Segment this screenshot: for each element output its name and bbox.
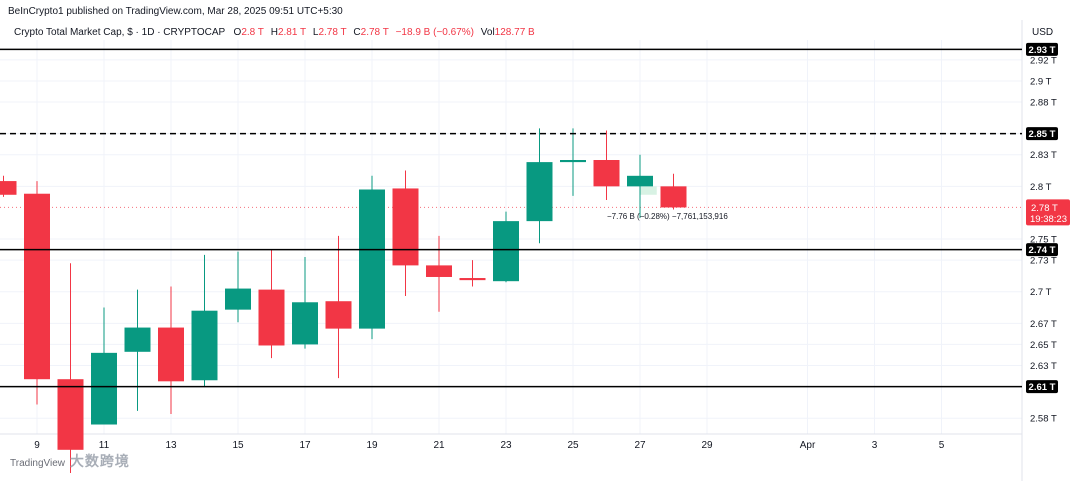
level-label-bg xyxy=(1026,243,1058,257)
currency-label[interactable]: USD xyxy=(1032,27,1054,38)
candle-down[interactable] xyxy=(24,193,50,380)
measure-annotation: −7.76 B (−0.28%) −7,761,153,916 xyxy=(607,212,728,221)
y-tick-label: 2.63 T xyxy=(1030,361,1057,372)
high-value: 2.81 T xyxy=(277,27,307,38)
candle-down[interactable] xyxy=(392,188,419,266)
x-tick-label: 9 xyxy=(34,440,40,451)
x-tick-label: 5 xyxy=(939,440,945,451)
x-tick-label: 15 xyxy=(232,440,244,451)
candle-up[interactable] xyxy=(225,288,251,310)
y-tick-label: 2.88 T xyxy=(1030,98,1057,109)
open-label: O xyxy=(233,27,242,38)
low-value: 2.78 T xyxy=(318,27,347,38)
y-tick-label: 2.73 T xyxy=(1030,256,1057,267)
symbol-name[interactable]: Crypto Total Market Cap, $ · 1D · CRYPTO… xyxy=(14,27,226,38)
level-label: 2.85 T xyxy=(1029,129,1056,140)
overlay-watermark-text: 大数跨境 xyxy=(69,453,130,469)
measure-selection[interactable] xyxy=(640,186,657,195)
candle-up[interactable] xyxy=(292,302,318,345)
y-tick-label: 2.7 T xyxy=(1030,287,1052,298)
candle-down[interactable] xyxy=(158,327,184,382)
candle-down[interactable] xyxy=(0,181,17,195)
level-label: 2.93 T xyxy=(1029,45,1056,56)
last-price-label: 2.78 T xyxy=(1031,203,1058,214)
y-tick-label: 2.58 T xyxy=(1030,414,1057,425)
y-tick-label: 2.65 T xyxy=(1030,340,1057,351)
volume-label: Vol xyxy=(480,27,495,38)
publisher-line: BeInCrypto1 published on TradingView.com… xyxy=(8,6,343,17)
candle-down[interactable] xyxy=(57,379,84,450)
low-label: L xyxy=(312,27,319,38)
x-tick-label: 19 xyxy=(366,440,378,451)
level-label-bg xyxy=(1026,127,1058,141)
x-tick-label: 13 xyxy=(165,440,177,451)
x-tick-label: 23 xyxy=(500,440,512,451)
y-tick-label: 2.67 T xyxy=(1030,319,1057,330)
x-tick-label: 11 xyxy=(99,440,110,451)
level-label: 2.74 T xyxy=(1029,245,1056,256)
y-tick-label: 2.92 T xyxy=(1030,55,1057,66)
level-label-bg xyxy=(1026,380,1058,394)
level-label: 2.61 T xyxy=(1029,382,1056,393)
candle-down[interactable] xyxy=(258,289,285,346)
tradingview-logo-text: TradingView xyxy=(10,458,66,469)
y-tick-label: 2.75 T xyxy=(1030,235,1057,246)
change-value: −18.9 B (−0.67%) xyxy=(395,27,474,38)
tradingview-watermark: TradingView 大数跨境 xyxy=(10,451,130,471)
x-tick-label: Apr xyxy=(800,440,816,451)
candle-up[interactable] xyxy=(124,327,151,352)
candle-down[interactable] xyxy=(426,265,452,277)
close-label: C xyxy=(353,27,361,38)
candle-up[interactable] xyxy=(493,221,519,282)
last-price-badge xyxy=(1026,199,1070,226)
bar-countdown: 19:38:23 xyxy=(1030,214,1067,225)
x-tick-label: 21 xyxy=(433,440,445,451)
y-tick-label: 2.8 T xyxy=(1030,182,1052,193)
close-value: 2.78 T xyxy=(360,27,389,38)
candle-down[interactable] xyxy=(459,278,486,281)
high-label: H xyxy=(270,27,278,38)
y-tick-label: 2.83 T xyxy=(1030,150,1057,161)
volume-value: 128.77 B xyxy=(494,27,535,38)
y-tick-label: 2.9 T xyxy=(1030,76,1052,87)
candle-up[interactable] xyxy=(91,352,117,425)
candle-down[interactable] xyxy=(593,160,620,187)
candle-up[interactable] xyxy=(191,310,218,381)
candle-up[interactable] xyxy=(359,189,385,329)
open-value: 2.8 T xyxy=(241,27,264,38)
candle-down[interactable] xyxy=(660,186,687,208)
x-tick-label: 17 xyxy=(299,440,311,451)
candle-down[interactable] xyxy=(325,301,352,329)
symbol-legend: Crypto Total Market Cap, $ · 1D · CRYPTO… xyxy=(14,27,539,38)
level-label-bg xyxy=(1026,42,1058,56)
x-tick-label: 27 xyxy=(634,440,646,451)
x-tick-label: 29 xyxy=(701,440,713,451)
candle-up[interactable] xyxy=(627,175,653,187)
x-tick-label: 25 xyxy=(567,440,579,451)
candle-up[interactable] xyxy=(526,162,553,222)
x-tick-label: 3 xyxy=(872,440,878,451)
candle-up[interactable] xyxy=(560,160,586,163)
